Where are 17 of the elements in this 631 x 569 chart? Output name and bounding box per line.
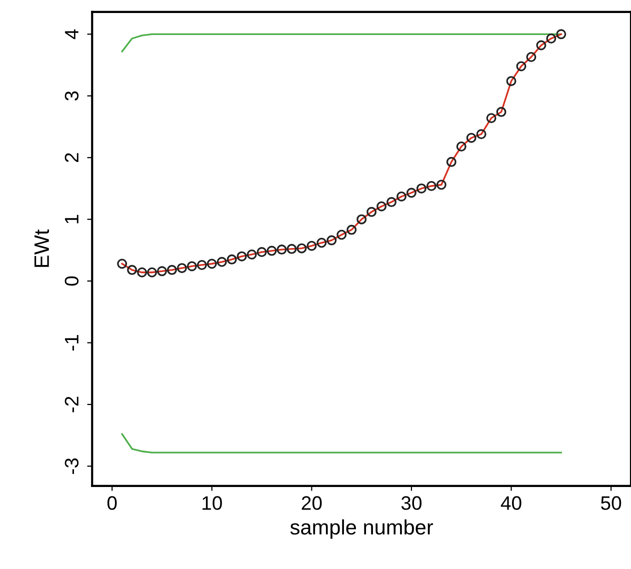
x-axis-title: sample number — [290, 519, 434, 539]
y-tick-label: -2 — [64, 396, 78, 412]
y-tick-label: 3 — [64, 91, 79, 101]
y-tick-label: 0 — [64, 276, 79, 286]
x-tick-label: 50 — [601, 496, 622, 510]
y-tick-label: 4 — [64, 29, 78, 40]
y-axis-title: EWt — [34, 229, 50, 267]
x-tick-label: 20 — [302, 496, 322, 510]
x-tick-label: 10 — [202, 496, 222, 510]
x-tick-label: 0 — [107, 496, 117, 510]
y-tick-label: -1 — [64, 335, 78, 351]
x-tick-label: 40 — [500, 496, 522, 510]
y-tick-label: 2 — [64, 153, 78, 162]
line-series — [121, 433, 562, 454]
x-tick-label: 30 — [401, 496, 422, 510]
y-tick-label: -3 — [64, 458, 79, 474]
y-tick-label: 1 — [64, 214, 78, 224]
